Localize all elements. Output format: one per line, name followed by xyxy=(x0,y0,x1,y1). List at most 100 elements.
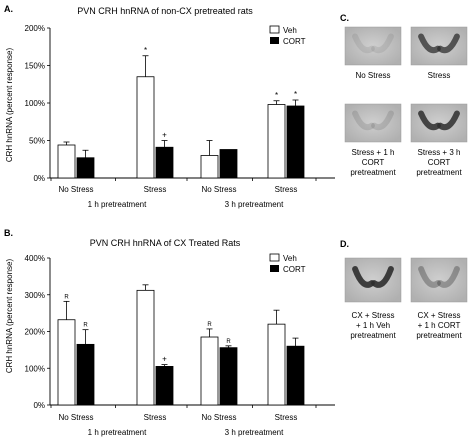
chart-b-significance-marker: + xyxy=(162,355,167,364)
blot-label: pretreatment xyxy=(350,168,396,177)
chart-a-category-3: No Stress xyxy=(201,185,236,194)
blot-signal-right xyxy=(437,110,460,131)
chart-b-significance-marker: R xyxy=(207,322,212,328)
chart-a-bar-cort xyxy=(155,146,174,179)
chart-b-bar-cort xyxy=(286,345,305,406)
chart-b-bar-veh xyxy=(136,289,155,406)
blot-signal-left xyxy=(418,33,441,54)
panel-letter-a: A. xyxy=(4,4,13,14)
chart-b: PVN CRH hnRNA of CX Treated Rats CRH hnR… xyxy=(5,238,335,437)
chart-b-ytick-label: 400% xyxy=(25,254,45,263)
panel-letter-c: C. xyxy=(340,13,349,23)
blot-label: CX + Stress xyxy=(418,311,461,320)
blot-signal-right xyxy=(437,266,460,288)
chart-b-bar-cort xyxy=(76,343,95,406)
chart-b-bar-cort xyxy=(219,347,238,406)
blot-signal-right xyxy=(371,33,394,54)
legend-a-cort-swatch xyxy=(270,37,279,44)
blot-label: CX + Stress xyxy=(352,311,395,320)
chart-b-ylabel: CRH hnRNA (percent response) xyxy=(5,259,14,374)
blot-label: Stress xyxy=(428,71,451,80)
chart-a-bar-cort xyxy=(219,149,238,179)
blot-label: pretreatment xyxy=(416,168,462,177)
chart-b-bar-cort xyxy=(155,366,174,406)
chart-a-bar-veh xyxy=(200,155,219,179)
chart-b-category-4: Stress xyxy=(275,413,298,422)
blot-label: + 1 h CORT xyxy=(418,321,461,330)
blot-signal-left xyxy=(352,33,375,54)
chart-a-category-4: Stress xyxy=(275,185,298,194)
chart-b-category-1: No Stress xyxy=(58,413,93,422)
legend-b-veh-swatch xyxy=(269,253,280,262)
chart-b-ytick-label: 100% xyxy=(25,364,45,373)
chart-b-significance-marker: R xyxy=(83,323,88,329)
blot-signal-left xyxy=(418,110,441,131)
blot-c-4 xyxy=(410,103,468,143)
blot-label: No Stress xyxy=(355,71,390,80)
blot-label: CORT xyxy=(362,158,385,167)
chart-b-bar-veh xyxy=(200,336,219,406)
blot-image-background xyxy=(344,26,402,66)
blot-label: CORT xyxy=(428,158,451,167)
blot-signal-left xyxy=(352,110,375,131)
chart-a-bar-cort xyxy=(286,105,305,179)
blot-c-3 xyxy=(344,103,402,143)
chart-a-significance-marker: * xyxy=(144,46,147,55)
blot-c-1 xyxy=(344,26,402,66)
chart-a-category-1: No Stress xyxy=(58,185,93,194)
chart-b-ytick-label: 200% xyxy=(25,328,45,337)
blot-d-1 xyxy=(344,257,402,303)
chart-a-group-2: 3 h pretreatment xyxy=(225,200,284,209)
panel-letter-b: B. xyxy=(4,228,13,238)
chart-a: PVN CRH hnRNA of non-CX pretreated rats … xyxy=(5,6,335,209)
chart-b-group-1: 1 h pretreatment xyxy=(88,428,147,437)
chart-a-bar-veh xyxy=(267,104,286,179)
chart-b-significance-marker: R xyxy=(226,339,231,345)
chart-a-ytick-label: 200% xyxy=(25,24,45,33)
chart-a-title: PVN CRH hnRNA of non-CX pretreated rats xyxy=(77,6,253,16)
chart-a-ytick-label: 150% xyxy=(25,62,45,71)
chart-b-ytick-label: 0% xyxy=(33,401,45,410)
legend-a-veh-label: Veh xyxy=(283,26,297,35)
panel-letter-d: D. xyxy=(340,239,349,249)
blot-d-2 xyxy=(410,257,468,303)
chart-b-bar-veh xyxy=(57,319,76,406)
chart-b-legend: Veh CORT xyxy=(269,253,306,274)
blot-signal-left xyxy=(352,266,375,288)
legend-a-cort-label: CORT xyxy=(283,37,306,46)
chart-a-group-1: 1 h pretreatment xyxy=(88,200,147,209)
chart-b-ytick-label: 300% xyxy=(25,291,45,300)
chart-a-legend: Veh CORT xyxy=(269,25,306,46)
chart-b-bar-veh xyxy=(267,323,286,406)
legend-b-cort-swatch xyxy=(270,265,279,272)
chart-b-category-2: Stress xyxy=(144,413,167,422)
chart-a-ylabel: CRH hnRNA (percent response) xyxy=(5,48,14,163)
blot-image-background xyxy=(410,257,468,303)
chart-a-bar-veh xyxy=(136,76,155,179)
blot-signal-right xyxy=(371,266,394,288)
chart-b-group-2: 3 h pretreatment xyxy=(225,428,284,437)
chart-a-category-2: Stress xyxy=(144,185,167,194)
chart-a-ytick-label: 50% xyxy=(29,137,45,146)
blot-signal-left xyxy=(418,266,441,288)
legend-b-veh-label: Veh xyxy=(283,254,297,263)
chart-b-title: PVN CRH hnRNA of CX Treated Rats xyxy=(90,238,241,248)
chart-a-ytick-label: 100% xyxy=(25,99,45,108)
chart-a-significance-marker: * xyxy=(275,91,278,100)
chart-a-ytick-label: 0% xyxy=(33,174,45,183)
chart-a-bar-veh xyxy=(57,144,76,179)
chart-b-significance-marker: R xyxy=(64,294,69,300)
legend-b-cort-label: CORT xyxy=(283,265,306,274)
blot-image-background xyxy=(344,257,402,303)
blot-image-background xyxy=(344,103,402,143)
blot-label: pretreatment xyxy=(350,331,396,340)
chart-a-significance-marker: + xyxy=(162,131,167,140)
chart-b-category-3: No Stress xyxy=(201,413,236,422)
chart-a-bar-cort xyxy=(76,157,95,179)
blot-label: Stress + 3 h xyxy=(418,148,461,157)
blot-c-2 xyxy=(410,26,468,66)
blot-signal-right xyxy=(437,33,460,54)
chart-a-significance-marker: * xyxy=(294,90,297,99)
